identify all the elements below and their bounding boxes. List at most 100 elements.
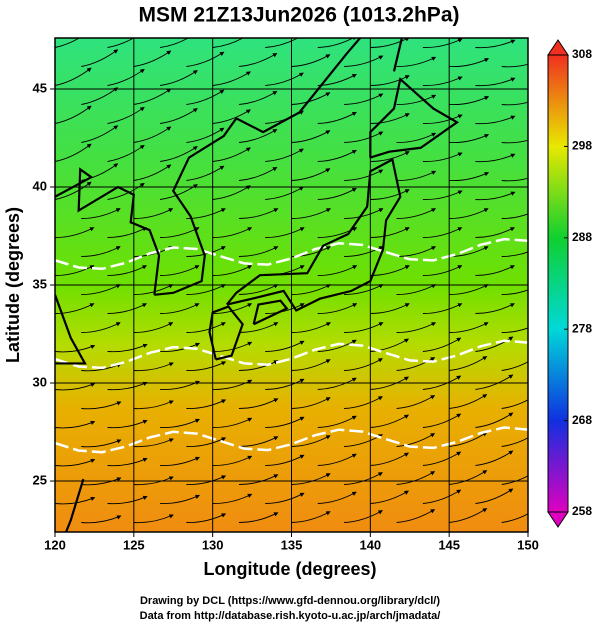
streamline xyxy=(344,169,384,181)
streamline xyxy=(133,50,172,67)
streamline xyxy=(501,399,528,409)
streamline xyxy=(317,453,357,466)
streamline xyxy=(396,509,436,523)
streamline xyxy=(501,213,528,219)
streamline xyxy=(291,284,331,295)
streamline xyxy=(160,456,200,467)
streamline xyxy=(291,208,331,219)
streamline xyxy=(160,342,200,353)
x-tick-label: 140 xyxy=(359,537,381,552)
streamline xyxy=(317,38,357,48)
streamline xyxy=(238,474,279,485)
streamline xyxy=(238,208,279,219)
streamline xyxy=(344,284,384,295)
streamline xyxy=(107,265,147,276)
streamline xyxy=(55,105,92,124)
streamline xyxy=(265,227,305,238)
streamline xyxy=(449,470,488,485)
streamline xyxy=(422,152,463,162)
streamline xyxy=(317,265,358,276)
y-tick-label: 35 xyxy=(33,276,47,291)
coastline xyxy=(252,299,289,326)
streamline xyxy=(160,146,198,162)
streamline xyxy=(107,495,148,505)
streamline xyxy=(475,39,516,49)
streamline xyxy=(238,512,279,523)
streamline xyxy=(344,358,383,371)
streamline xyxy=(344,396,383,409)
streamline xyxy=(449,432,488,447)
coastline xyxy=(392,38,403,72)
streamline xyxy=(238,322,279,333)
streamline xyxy=(81,125,119,143)
streamline xyxy=(291,435,331,447)
y-tick-label: 45 xyxy=(33,80,47,95)
streamline xyxy=(212,227,253,238)
streamline xyxy=(238,360,279,371)
streamline xyxy=(133,284,174,295)
colorbar-tick-label: 308 xyxy=(572,47,592,61)
streamline xyxy=(501,101,528,106)
streamline xyxy=(107,38,135,48)
colorbar-tick-label: 258 xyxy=(572,504,592,518)
streamline xyxy=(160,265,200,276)
streamline xyxy=(55,38,81,48)
streamline xyxy=(370,414,409,428)
streamline xyxy=(55,496,96,505)
streamline xyxy=(422,114,463,124)
streamline xyxy=(449,172,490,182)
coastline xyxy=(154,38,362,296)
streamline xyxy=(475,412,514,428)
streamline xyxy=(186,284,226,295)
streamline xyxy=(317,339,357,352)
streamline xyxy=(396,246,437,257)
streamline xyxy=(212,455,253,466)
streamline xyxy=(238,436,279,447)
streamline xyxy=(449,58,490,68)
streamline xyxy=(160,38,190,48)
streamline xyxy=(212,185,251,200)
streamline xyxy=(265,38,304,48)
streamline xyxy=(317,491,357,504)
streamline xyxy=(133,164,172,181)
streamline xyxy=(265,492,305,504)
colorbar-max-arrow xyxy=(547,39,569,56)
streamline xyxy=(475,336,514,352)
streamline xyxy=(55,227,95,238)
streamline xyxy=(186,399,227,409)
streamline xyxy=(344,246,384,257)
colorbar-tick-label: 278 xyxy=(572,321,592,335)
streamline xyxy=(133,322,174,333)
streamline xyxy=(55,67,92,86)
streamline xyxy=(212,38,244,48)
streamline xyxy=(422,265,463,276)
streamline xyxy=(238,167,278,181)
streamline xyxy=(449,356,488,371)
streamline xyxy=(291,359,331,371)
coastline xyxy=(65,478,85,532)
streamline xyxy=(186,513,227,523)
streamline xyxy=(81,401,122,410)
y-tick-label: 30 xyxy=(33,374,47,389)
streamline xyxy=(81,87,119,105)
streamline xyxy=(501,475,528,485)
streamline xyxy=(370,338,409,352)
streamline xyxy=(475,450,514,466)
streamline xyxy=(317,149,357,162)
streamline xyxy=(396,170,437,181)
streamline xyxy=(396,395,436,409)
streamline xyxy=(501,437,528,447)
streamline xyxy=(291,511,331,523)
streamline xyxy=(449,96,490,106)
streamline xyxy=(107,303,147,314)
streamline xyxy=(186,89,225,105)
streamline xyxy=(449,284,489,295)
streamline xyxy=(81,515,122,524)
streamline xyxy=(449,208,489,219)
streamline xyxy=(291,130,331,143)
streamline xyxy=(265,72,304,86)
streamline xyxy=(475,303,515,314)
streamline xyxy=(107,182,145,200)
y-tick-label: 40 xyxy=(33,178,47,193)
streamline xyxy=(107,68,145,86)
